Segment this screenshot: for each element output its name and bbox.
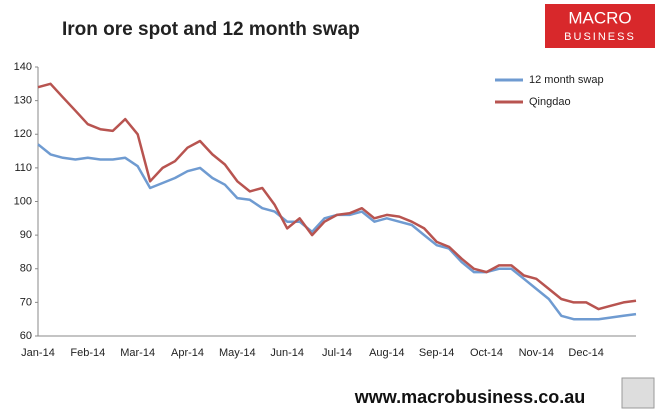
- legend-label: 12 month swap: [529, 74, 604, 86]
- x-tick-label: Mar-14: [120, 347, 155, 359]
- logo-text: MACRO: [568, 8, 631, 27]
- y-tick-label: 110: [14, 162, 32, 174]
- logo-text: BUSINESS: [564, 31, 636, 43]
- x-tick-label: Jun-14: [270, 347, 304, 359]
- x-tick-label: Oct-14: [470, 347, 503, 359]
- x-tick-label: Apr-14: [171, 347, 204, 359]
- x-tick-label: Jan-14: [21, 347, 55, 359]
- y-tick-label: 120: [14, 128, 32, 140]
- line-series: [37, 143, 637, 321]
- y-tick-label: 80: [20, 263, 32, 275]
- x-tick-label: Aug-14: [369, 347, 404, 359]
- logo: [545, 4, 655, 48]
- footer: www.macrobusiness.co.au: [354, 387, 585, 407]
- x-tick-label: Sep-14: [419, 347, 454, 359]
- x-tick-label: May-14: [219, 347, 256, 359]
- line-series: [37, 82, 637, 311]
- y-tick-label: 100: [14, 195, 32, 207]
- y-tick-label: 60: [20, 330, 32, 342]
- chart-title: Iron ore spot and 12 month swap: [62, 19, 360, 40]
- x-tick-label: Jul-14: [322, 347, 352, 359]
- logo-icon: [621, 377, 655, 409]
- x-tick-label: Feb-14: [70, 347, 105, 359]
- legend-label: Qingdao: [529, 96, 571, 108]
- x-tick-label: Nov-14: [519, 347, 554, 359]
- y-tick-label: 90: [20, 229, 32, 241]
- y-tick-label: 130: [14, 95, 32, 107]
- x-tick-label: Dec-14: [568, 347, 603, 359]
- y-tick-label: 140: [14, 61, 32, 73]
- y-tick-label: 70: [20, 296, 32, 308]
